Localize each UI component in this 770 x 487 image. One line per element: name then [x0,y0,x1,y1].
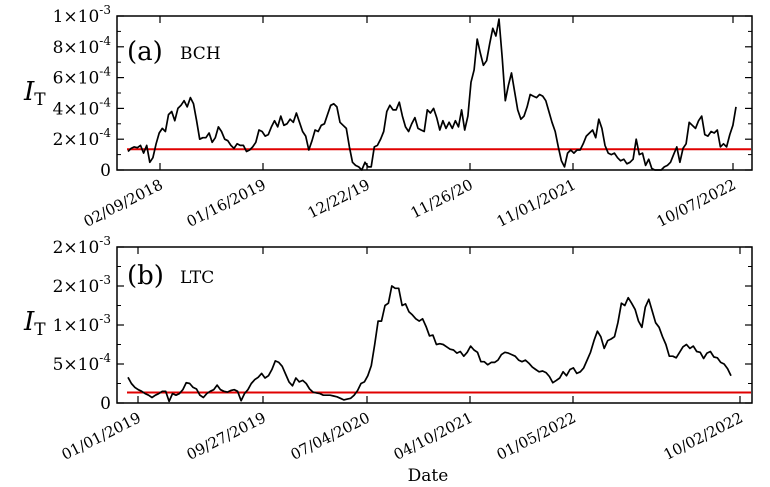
x-tick-label: 01/16/2019 [184,176,269,231]
x-tick-label: 10/02/2022 [661,409,746,464]
coin-label: LTC [180,268,214,288]
y-tick-label: 2×10-3 [53,273,111,297]
y-tick-label: 5×10-4 [53,351,112,375]
y-axis-label: IT [23,307,46,340]
y-tick-label: 2×10-4 [53,126,112,150]
x-tick-label: 02/09/2018 [81,176,166,231]
panel-tag: (b) [127,261,164,291]
y-axis-label: IT [23,77,46,110]
coin-label: BCH [180,44,221,64]
y-tick-label: 1×10-3 [53,312,111,336]
y-tick-label: 0 [100,161,111,181]
panel-tag: (a) [127,37,163,67]
plot-frame [116,15,753,171]
panel-a-bch: 0 2×10-4 4×10-4 6×10-4 8×10-4 1×10-3 02/09/201… [23,3,753,231]
x-tick-label: 12/22/19 [305,176,373,223]
x-tick-label: 10/07/2022 [654,176,739,231]
x-tick-label: 04/10/2021 [391,409,476,464]
x-tick-label: 11/01/2021 [494,176,579,231]
x-tick-label: 01/05/2022 [494,409,579,464]
series-line [127,18,737,171]
y-tick-label: 0 [100,394,111,414]
series-line [127,285,732,403]
panel-b-ltc: 0 5×10-4 1×10-3 2×10-3 2×10-3 01/01/2019 09/27… [23,234,753,464]
x-tick-label: 09/27/2019 [184,409,269,464]
y-tick-label: 6×10-4 [53,65,112,89]
y-tick-label: 4×10-4 [53,95,112,119]
x-tick-label: 11/26/20 [408,176,476,223]
y-tick-label: 2×10-3 [53,234,111,258]
x-axis-title: Date [408,466,449,486]
x-tick-label: 07/04/2020 [288,409,373,464]
x-tick-label: 01/01/2019 [59,409,144,464]
y-tick-label: 8×10-4 [53,34,112,58]
y-tick-label: 1×10-3 [53,3,111,27]
